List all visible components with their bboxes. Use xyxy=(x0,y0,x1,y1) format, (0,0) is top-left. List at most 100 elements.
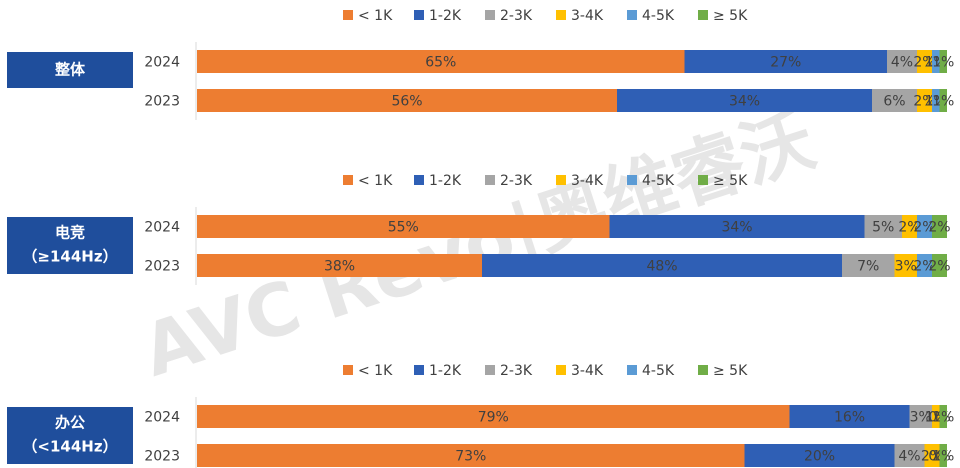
legend-swatch xyxy=(698,175,708,185)
y-tick-label: 2024 xyxy=(144,220,180,236)
legend-label: ≥ 5K xyxy=(713,363,748,379)
legend-swatch xyxy=(556,175,566,185)
data-label: 34% xyxy=(721,220,752,236)
data-label: 4% xyxy=(898,449,920,465)
data-label: 5% xyxy=(872,220,894,236)
legend-swatch xyxy=(414,175,424,185)
legend-swatch xyxy=(414,10,424,20)
legend-swatch xyxy=(556,10,566,20)
legend-swatch xyxy=(343,10,353,20)
data-label: 38% xyxy=(324,259,355,275)
legend-swatch xyxy=(414,365,424,375)
bar-segment xyxy=(482,254,842,277)
legend-swatch xyxy=(485,175,495,185)
group-box xyxy=(7,407,133,464)
bar-segment xyxy=(932,50,940,73)
bar-segment xyxy=(894,444,925,467)
legend-label: 1-2K xyxy=(429,8,462,24)
bar-segment xyxy=(939,405,947,428)
legend-swatch xyxy=(556,365,566,375)
data-label: 2% xyxy=(913,55,935,71)
bar-segment xyxy=(197,89,617,112)
group-subtitle: （<144Hz） xyxy=(22,438,117,456)
legend-label: ≥ 5K xyxy=(713,8,748,24)
legend-label: 4-5K xyxy=(642,8,675,24)
bar-segment xyxy=(939,89,947,112)
legend-label: < 1K xyxy=(358,173,393,189)
data-label: 2% xyxy=(928,220,950,236)
legend-label: < 1K xyxy=(358,363,393,379)
data-label: 6% xyxy=(883,94,905,110)
legend-label: 2-3K xyxy=(500,173,533,189)
legend-swatch xyxy=(627,175,637,185)
bar-segment xyxy=(617,89,872,112)
legend-swatch xyxy=(698,365,708,375)
data-label: 2% xyxy=(898,220,920,236)
bar-segment xyxy=(197,444,745,467)
bar-segment xyxy=(872,89,917,112)
bar-segment xyxy=(917,50,932,73)
group-subtitle: （≥144Hz） xyxy=(22,248,117,266)
y-tick-label: 2024 xyxy=(144,55,180,71)
group-title: 整体 xyxy=(55,61,86,79)
legend-swatch xyxy=(343,365,353,375)
bar-segment xyxy=(684,50,887,73)
data-label: 34% xyxy=(729,94,760,110)
bar-segment xyxy=(789,405,910,428)
bar-segment xyxy=(197,254,482,277)
group-box xyxy=(7,217,133,274)
legend-label: 2-3K xyxy=(500,8,533,24)
data-label: 3% xyxy=(895,259,917,275)
group-box xyxy=(7,52,133,88)
legend-swatch xyxy=(485,10,495,20)
bar-segment xyxy=(197,50,685,73)
legend-label: 3-4K xyxy=(571,173,604,189)
bar-segment xyxy=(917,254,932,277)
bar-segment xyxy=(932,215,947,238)
legend-label: 4-5K xyxy=(642,173,675,189)
group-title: 电竞 xyxy=(55,224,85,242)
bar-segment xyxy=(894,254,917,277)
data-label: 73% xyxy=(455,449,486,465)
data-label: 2% xyxy=(913,259,935,275)
data-label: 1% xyxy=(932,449,954,465)
data-label: 2% xyxy=(913,94,935,110)
legend-label: 2-3K xyxy=(500,363,533,379)
y-tick-label: 2023 xyxy=(144,259,180,275)
bar-segment xyxy=(939,50,947,73)
bar-segment xyxy=(909,405,932,428)
bar-segment xyxy=(932,89,940,112)
data-label: 4% xyxy=(891,55,913,71)
bar-segment xyxy=(932,405,940,428)
data-label: 3% xyxy=(910,410,932,426)
bar-segment xyxy=(197,215,610,238)
y-tick-label: 2023 xyxy=(144,94,180,110)
bar-segment xyxy=(842,254,895,277)
legend-label: < 1K xyxy=(358,8,393,24)
data-label: 20% xyxy=(804,449,835,465)
legend-swatch xyxy=(698,10,708,20)
bar-segment xyxy=(744,444,895,467)
data-label: 48% xyxy=(646,259,677,275)
bar-segment xyxy=(609,215,865,238)
bar-segment xyxy=(864,215,902,238)
data-label: 56% xyxy=(391,94,422,110)
bar-segment xyxy=(924,444,940,467)
bar-segment xyxy=(887,50,917,73)
data-label: 2% xyxy=(913,220,935,236)
data-label: 65% xyxy=(425,55,456,71)
data-label: 79% xyxy=(478,410,509,426)
y-tick-label: 2024 xyxy=(144,410,180,426)
watermark: AVC Revo|奥维睿沃 xyxy=(133,97,824,394)
data-label: 1% xyxy=(932,410,954,426)
data-label: 16% xyxy=(834,410,865,426)
legend-swatch xyxy=(485,365,495,375)
group-title: 办公 xyxy=(55,414,85,432)
data-label: 27% xyxy=(770,55,801,71)
legend-label: 3-4K xyxy=(571,8,604,24)
legend-swatch xyxy=(343,175,353,185)
data-label: 2% xyxy=(928,259,950,275)
legend-swatch xyxy=(627,365,637,375)
data-label: 2% xyxy=(921,449,943,465)
